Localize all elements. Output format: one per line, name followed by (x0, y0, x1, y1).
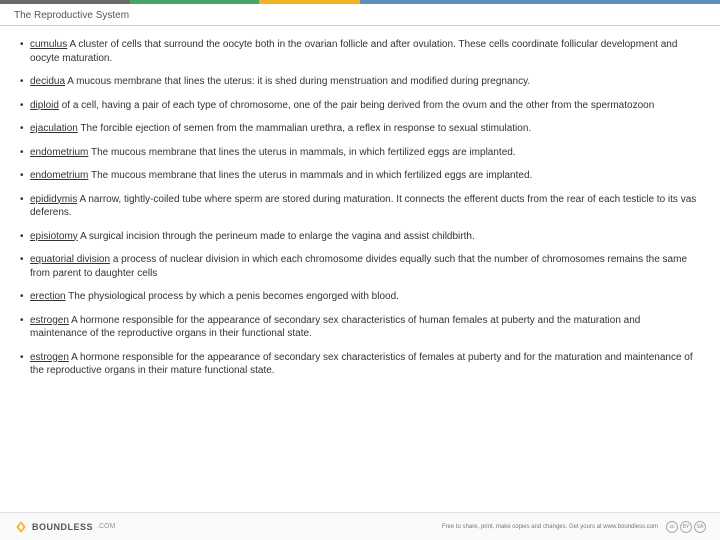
glossary-term: epididymis (30, 194, 77, 205)
glossary-item: ejaculation The forcible ejection of sem… (20, 122, 700, 136)
glossary-term: equatorial division (30, 254, 110, 265)
glossary-term: diploid (30, 100, 59, 111)
slide-header: The Reproductive System (0, 4, 720, 26)
accent-bar-segment (360, 0, 720, 4)
sa-icon: SA (694, 521, 706, 533)
page-title: The Reproductive System (14, 10, 706, 21)
top-accent-bars (0, 0, 720, 4)
glossary-term: decidua (30, 76, 65, 87)
glossary-item: estrogen A hormone responsible for the a… (20, 314, 700, 341)
logo-domain: .COM (97, 523, 115, 530)
glossary-term: estrogen (30, 315, 69, 326)
glossary-item: endometrium The mucous membrane that lin… (20, 169, 700, 183)
glossary-content: cumulus A cluster of cells that surround… (0, 26, 720, 378)
logo-text: BOUNDLESS (32, 522, 93, 532)
glossary-term: cumulus (30, 39, 67, 50)
glossary-definition: A narrow, tightly-coiled tube where sper… (30, 194, 696, 219)
footer-tagline: Free to share, print, make copies and ch… (442, 524, 658, 530)
glossary-term: episiotomy (30, 231, 78, 242)
glossary-item: decidua A mucous membrane that lines the… (20, 75, 700, 89)
glossary-definition: A cluster of cells that surround the ooc… (30, 39, 677, 64)
glossary-term: endometrium (30, 147, 88, 158)
glossary-item: epididymis A narrow, tightly-coiled tube… (20, 193, 700, 220)
boundless-icon (14, 520, 28, 534)
glossary-term: ejaculation (30, 123, 78, 134)
glossary-definition: A hormone responsible for the appearance… (30, 315, 640, 340)
glossary-definition: a process of nuclear division in which e… (30, 254, 687, 279)
glossary-definition: A mucous membrane that lines the uterus:… (65, 76, 530, 87)
glossary-definition: The physiological process by which a pen… (66, 291, 399, 302)
by-icon: BY (680, 521, 692, 533)
cc-icon: cc (666, 521, 678, 533)
accent-bar-segment (259, 0, 360, 4)
glossary-term: estrogen (30, 352, 69, 363)
accent-bar-segment (130, 0, 260, 4)
glossary-item: diploid of a cell, having a pair of each… (20, 99, 700, 113)
glossary-item: cumulus A cluster of cells that surround… (20, 38, 700, 65)
glossary-item: equatorial division a process of nuclear… (20, 253, 700, 280)
cc-badges: cc BY SA (666, 521, 706, 533)
glossary-definition: The mucous membrane that lines the uteru… (88, 170, 532, 181)
slide-footer: BOUNDLESS .COM Free to share, print, make… (0, 512, 720, 540)
glossary-term: endometrium (30, 170, 88, 181)
glossary-definition: A hormone responsible for the appearance… (30, 352, 693, 377)
glossary-item: episiotomy A surgical incision through t… (20, 230, 700, 244)
glossary-definition: The forcible ejection of semen from the … (78, 123, 531, 134)
brand-logo: BOUNDLESS .COM (14, 520, 115, 534)
glossary-list: cumulus A cluster of cells that surround… (20, 38, 700, 378)
glossary-item: endometrium The mucous membrane that lin… (20, 146, 700, 160)
glossary-item: erection The physiological process by wh… (20, 290, 700, 304)
footer-right: Free to share, print, make copies and ch… (442, 521, 706, 533)
glossary-definition: of a cell, having a pair of each type of… (59, 100, 654, 111)
glossary-item: estrogen A hormone responsible for the a… (20, 351, 700, 378)
accent-bar-segment (0, 0, 130, 4)
glossary-definition: A surgical incision through the perineum… (78, 231, 475, 242)
glossary-term: erection (30, 291, 66, 302)
glossary-definition: The mucous membrane that lines the uteru… (88, 147, 515, 158)
